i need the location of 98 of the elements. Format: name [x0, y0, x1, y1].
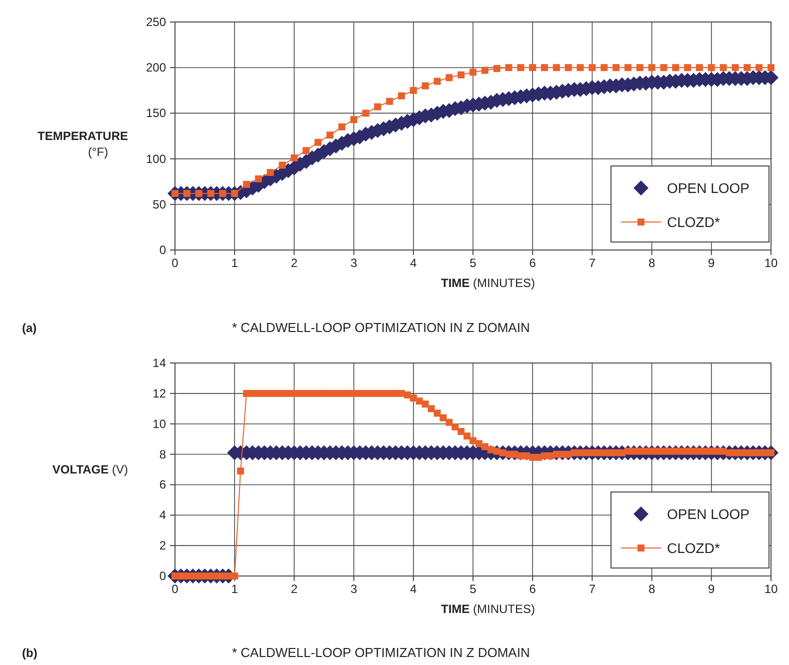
point: [720, 64, 727, 72]
x-tick-label: 9: [708, 256, 716, 270]
point: [350, 116, 358, 124]
point: [278, 162, 286, 169]
point: [576, 64, 584, 72]
x-axis-title: TIME (MINUTES): [441, 276, 535, 290]
y-tick-label: 14: [152, 356, 166, 370]
x-tick-label: 5: [470, 582, 477, 596]
text: (a): [22, 321, 37, 335]
x-tick-label: 8: [648, 256, 656, 270]
x-tick-label: 7: [588, 256, 596, 270]
x-tick-label: 3: [350, 582, 358, 596]
point: [672, 64, 680, 72]
point: [266, 168, 274, 176]
point: [612, 64, 620, 72]
x-tick-label: 1: [231, 256, 238, 270]
point: [374, 103, 382, 110]
y-tick-label: 6: [159, 478, 166, 492]
x-tick-label: 9: [708, 582, 716, 596]
point: [684, 64, 692, 72]
x-tick-label: 6: [529, 582, 536, 596]
point: [493, 65, 500, 72]
x-tick-label: 0: [172, 256, 179, 270]
x-tick-label: 4: [410, 582, 418, 596]
x-tick-label: 0: [172, 582, 179, 596]
y-tick-label: 50: [152, 197, 166, 212]
y-tick-label: 100: [146, 152, 166, 166]
point: [636, 64, 644, 72]
point: [505, 64, 512, 72]
y-tick-label: 4: [159, 508, 166, 522]
text: * CALDWELL-LOOP OPTIMIZATION IN Z DOMAIN: [232, 320, 530, 335]
point: [600, 64, 608, 72]
text: * CALDWELL-LOOP OPTIMIZATION IN Z DOMAIN: [232, 645, 530, 660]
y-tick-label: 0: [159, 569, 166, 583]
point: [552, 64, 560, 72]
point: [231, 190, 238, 197]
point: [481, 66, 488, 74]
x-tick-label: 7: [588, 582, 596, 596]
legend-label: OPEN LOOP: [667, 180, 750, 196]
legend-label: CLOZD*: [667, 540, 720, 556]
point: [660, 64, 668, 72]
point: [219, 190, 226, 197]
x-tick-label: 2: [290, 256, 298, 270]
x-tick-label: 4: [410, 256, 418, 270]
y-tick-label: 10: [152, 416, 166, 431]
point: [756, 64, 763, 72]
point: [732, 64, 739, 72]
x-tick-label: 6: [529, 256, 536, 270]
point: [422, 82, 429, 90]
y-axis-title: VOLTAGE (V): [52, 462, 128, 476]
x-tick-label: 3: [350, 256, 358, 270]
point: [290, 154, 298, 162]
point: [708, 64, 715, 72]
point: [768, 64, 774, 72]
y-tick-label: 200: [146, 60, 166, 75]
point: [254, 175, 262, 182]
point: [470, 68, 476, 76]
x-tick-label: 5: [470, 256, 477, 270]
x-tick-label: 8: [648, 582, 656, 596]
point: [588, 64, 596, 72]
y-tick-label: 150: [146, 106, 166, 120]
legend-label: CLOZD*: [667, 214, 720, 230]
x-tick-label: 10: [764, 582, 778, 596]
point: [183, 190, 190, 197]
point: [243, 180, 250, 188]
point: [564, 64, 572, 72]
point: [648, 64, 656, 72]
point: [362, 110, 370, 117]
y-tick-label: 250: [146, 15, 166, 29]
y-tick-label: 2: [159, 538, 166, 553]
point: [338, 123, 346, 130]
point: [314, 138, 322, 146]
text: (b): [22, 646, 38, 660]
point: [458, 71, 465, 78]
y-tick-label: 0: [159, 243, 166, 257]
point: [744, 64, 751, 72]
x-tick-label: 2: [290, 582, 298, 596]
x-tick-label: 10: [764, 256, 778, 270]
x-axis-title: TIME (MINUTES): [441, 602, 535, 616]
point: [326, 132, 334, 139]
point: [207, 190, 214, 197]
y-tick-label: 12: [152, 386, 166, 400]
point: [434, 78, 441, 85]
point: [302, 147, 310, 154]
legend-label: OPEN LOOP: [667, 506, 750, 522]
point: [696, 64, 703, 72]
point: [624, 64, 632, 72]
point: [517, 64, 524, 72]
point: [195, 190, 202, 197]
point: [398, 92, 405, 100]
y-tick-label: 8: [159, 447, 166, 462]
x-tick-label: 1: [231, 582, 238, 596]
point: [410, 86, 417, 94]
point: [446, 74, 453, 82]
y-axis-title: TEMPERATURE (°F): [38, 129, 128, 159]
point: [529, 64, 536, 72]
point: [541, 64, 548, 72]
point: [386, 98, 394, 105]
